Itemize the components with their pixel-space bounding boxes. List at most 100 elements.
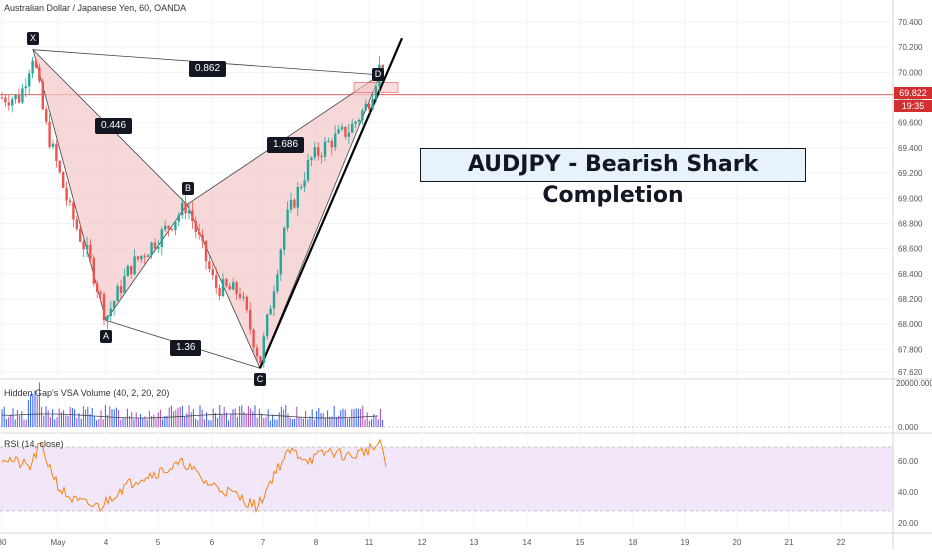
candle-body — [11, 99, 14, 106]
candle-body — [337, 129, 340, 134]
candle-body — [140, 255, 143, 260]
time-tick-label: 7 — [261, 538, 266, 547]
candle-body — [327, 141, 330, 143]
rsi-band — [0, 447, 893, 511]
ratio-label-xd[interactable]: 0.862 — [189, 61, 227, 77]
candle-body — [45, 109, 48, 122]
candle-body — [279, 249, 282, 275]
candle-body — [357, 120, 361, 122]
candle-body — [79, 228, 82, 242]
price-tick-label: 68.600 — [898, 245, 923, 254]
candle-body — [96, 283, 99, 293]
candle-body — [323, 141, 327, 157]
ratio-label-ac[interactable]: 1.36 — [170, 340, 202, 356]
price-tick-label: 69.200 — [898, 169, 923, 178]
candle-body — [310, 157, 313, 161]
candle-body — [82, 241, 85, 250]
candle-body — [109, 308, 112, 317]
candle-body — [174, 221, 177, 230]
candle-body — [232, 282, 235, 290]
time-tick-label: May — [50, 538, 65, 547]
candle-body — [354, 121, 357, 124]
point-c-label[interactable]: C — [254, 373, 266, 386]
candle-body — [351, 123, 354, 133]
candle-body — [368, 103, 371, 110]
candle-body — [160, 229, 163, 247]
point-d-label[interactable]: D — [372, 68, 384, 81]
price-tick-label: 69.400 — [898, 144, 923, 153]
time-tick-label: 8 — [314, 538, 319, 547]
candle-body — [296, 186, 299, 208]
candle-body — [364, 103, 367, 111]
candle-body — [255, 347, 259, 357]
candle-body — [150, 242, 153, 256]
candle-body — [313, 147, 316, 158]
candle-body — [123, 276, 126, 293]
candle-body — [269, 308, 272, 315]
candle-body — [198, 231, 201, 235]
candle-body — [344, 126, 347, 137]
candle-body — [4, 97, 7, 103]
time-tick-label: 11 — [365, 538, 374, 547]
price-tick-label: 68.200 — [898, 295, 923, 304]
candle-body — [58, 160, 61, 173]
candle-body — [41, 81, 44, 110]
candle-body — [7, 102, 10, 106]
candle-body — [262, 336, 265, 363]
candle-body — [75, 219, 78, 229]
candle-body — [89, 244, 92, 258]
candle-body — [361, 110, 364, 121]
candle-body — [119, 286, 123, 293]
volume-ma-line — [1, 413, 379, 419]
price-tick-label: 70.000 — [898, 68, 923, 77]
candle-body — [289, 199, 293, 210]
candle-body — [225, 279, 228, 286]
candle-body — [204, 240, 208, 262]
candle-body — [320, 155, 323, 157]
price-tick-label: 68.800 — [898, 219, 923, 228]
time-tick-label: 21 — [785, 538, 794, 547]
candle-body — [242, 296, 245, 298]
candle-body — [266, 314, 269, 337]
point-x-label[interactable]: X — [27, 32, 39, 45]
candle-body — [0, 97, 4, 99]
candle-body — [259, 356, 262, 363]
time-tick-label: 5 — [156, 538, 161, 547]
candle-body — [99, 292, 102, 295]
candle-body — [65, 187, 68, 201]
rsi-indicator-title[interactable]: RSI (14, close) — [4, 439, 64, 449]
current-price-tag: 69.822 — [894, 87, 932, 99]
candle-body — [72, 202, 75, 220]
candle-body — [68, 200, 72, 203]
rsi-tick-label: 60.00 — [898, 457, 919, 466]
rsi-tick-label: 20.00 — [898, 519, 919, 528]
candle-body — [147, 255, 150, 258]
point-b-label[interactable]: B — [182, 182, 194, 195]
annotation-box[interactable]: AUDJPY - Bearish Shark Completion — [420, 148, 806, 208]
time-tick-label: 4 — [104, 538, 109, 547]
time-tick-label: 18 — [629, 538, 638, 547]
candle-body — [293, 199, 296, 208]
candle-body — [102, 294, 106, 321]
time-tick-label: 13 — [470, 538, 479, 547]
point-a-label[interactable]: A — [100, 330, 112, 343]
time-tick-label: 30 — [0, 538, 7, 547]
candle-body — [130, 265, 133, 275]
candle-body — [133, 256, 136, 275]
candle-body — [136, 256, 140, 260]
price-tick-label: 69.000 — [898, 194, 923, 203]
volume-indicator-title[interactable]: Hidden Gap's VSA Volume (40, 2, 20, 20) — [4, 388, 170, 398]
candle-body — [24, 86, 27, 89]
candle-body — [177, 215, 180, 222]
countdown-tag: 19:35 — [894, 100, 932, 112]
candle-body — [300, 186, 303, 188]
candle-body — [181, 202, 184, 216]
time-tick-label: 14 — [523, 538, 532, 547]
candle-body — [215, 275, 218, 288]
ratio-label-bd[interactable]: 1.686 — [267, 137, 305, 153]
ratio-label-xb[interactable]: 0.446 — [95, 118, 133, 134]
candle-body — [28, 73, 31, 87]
candle-body — [187, 210, 191, 214]
